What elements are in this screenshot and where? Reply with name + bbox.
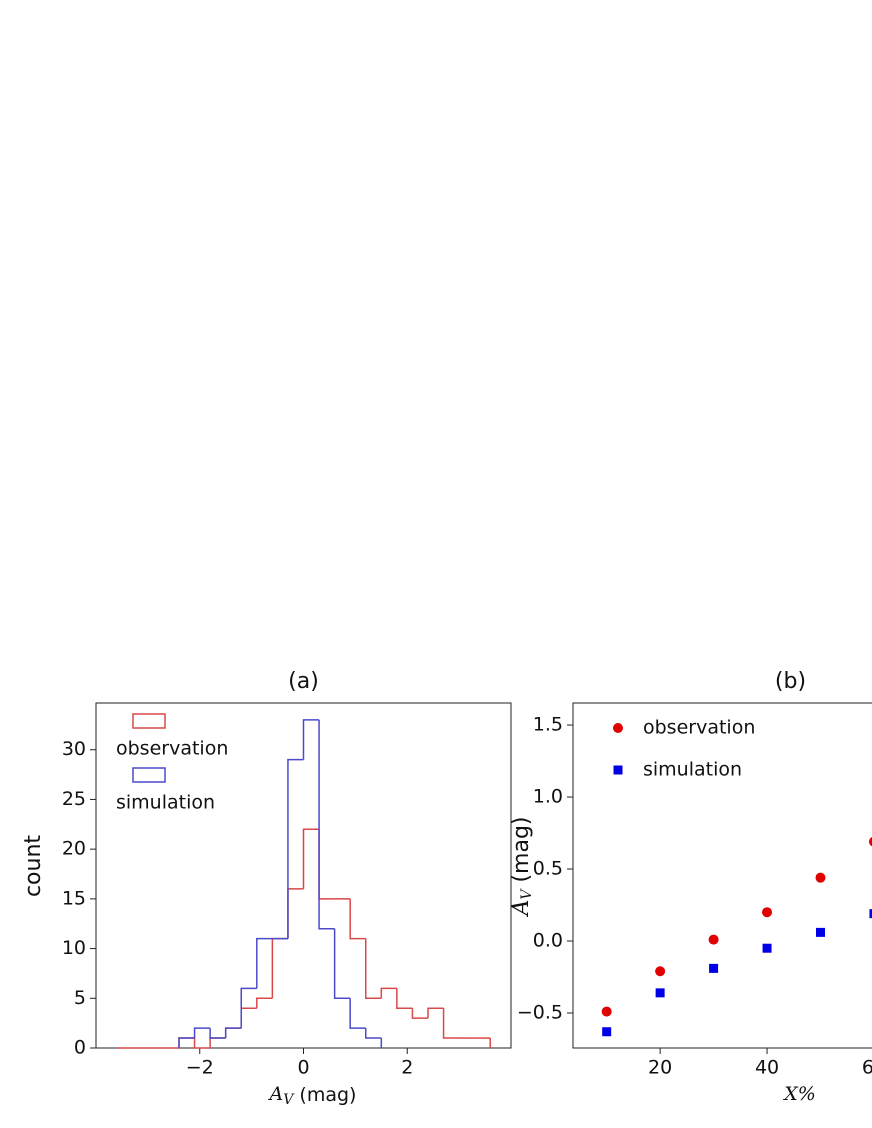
hist-step	[427, 1007, 444, 1019]
point	[655, 966, 666, 977]
chart-title: (a)	[288, 669, 319, 694]
legend-label: observation	[643, 717, 755, 739]
y-axis-label: count	[21, 835, 46, 897]
hist-step	[193, 1027, 211, 1039]
point	[762, 943, 772, 953]
x-tick-label: 0	[297, 1057, 309, 1079]
hist-step	[240, 987, 257, 1029]
y-axis-label: AV (mag)	[509, 816, 535, 917]
hist-step	[333, 928, 351, 1000]
hist-step	[396, 988, 413, 1009]
hist-step	[302, 719, 320, 760]
plot-frame	[572, 702, 872, 1049]
point	[601, 1006, 612, 1017]
hist-step	[365, 938, 382, 1000]
hist-step	[380, 987, 397, 999]
hist-step	[302, 828, 320, 889]
hist-step	[349, 998, 366, 1029]
hist-step	[209, 1028, 226, 1039]
x-tick-label: −2	[186, 1057, 214, 1079]
point	[709, 963, 719, 973]
y-tick-label: 25	[62, 788, 86, 810]
point	[815, 872, 826, 883]
point	[762, 907, 773, 918]
hist-step	[365, 1028, 382, 1039]
plot-frame	[95, 702, 512, 1049]
point	[708, 934, 719, 945]
y-tick-label: −0.5	[517, 1002, 563, 1024]
hist-step	[411, 1008, 428, 1019]
x-axis-label: X%	[782, 1083, 816, 1105]
hist-step	[318, 829, 335, 900]
x-tick-label: 60	[862, 1057, 872, 1079]
hist-step	[224, 1027, 242, 1039]
hist-step	[178, 1037, 195, 1048]
y-tick-label: 0.5	[533, 858, 563, 880]
hist-step	[349, 898, 366, 940]
legend-label: simulation	[643, 759, 742, 781]
legend-marker	[613, 723, 623, 733]
x-tick-label: 40	[755, 1057, 779, 1079]
hist-step	[209, 1037, 226, 1048]
hist-step	[240, 1007, 257, 1029]
y-tick-label: 1.5	[533, 714, 563, 736]
y-tick-label: 5	[74, 987, 86, 1009]
hist-step	[271, 937, 288, 999]
hist-step	[287, 758, 304, 939]
hist-step	[178, 1037, 195, 1048]
y-tick-label: 0.0	[533, 930, 563, 952]
point	[602, 1027, 612, 1037]
hist-step	[256, 997, 273, 1009]
hist-step	[287, 888, 304, 939]
hist-step	[193, 1038, 211, 1049]
point	[869, 909, 872, 919]
y-tick-label: 0	[74, 1037, 86, 1059]
x-tick-label: 20	[648, 1057, 672, 1079]
hist-step	[318, 719, 335, 930]
y-tick-label: 15	[62, 887, 86, 909]
x-tick-label: 2	[401, 1057, 413, 1079]
legend-swatch	[132, 767, 166, 783]
y-tick-label: 1.0	[533, 786, 563, 808]
point	[816, 927, 825, 937]
y-tick-label: 30	[62, 738, 86, 760]
legend-marker	[613, 765, 623, 775]
x-axis-label: AV (mag)	[268, 1083, 357, 1108]
y-tick-label: 20	[62, 838, 86, 860]
legend-swatch	[132, 713, 166, 729]
chart-title: (b)	[775, 669, 806, 694]
point	[655, 988, 665, 998]
hist-step	[256, 937, 273, 989]
legend-label: simulation	[116, 792, 215, 814]
point	[868, 837, 872, 847]
hist-step	[224, 1027, 242, 1039]
legend-label: observation	[116, 738, 228, 760]
y-tick-label: 10	[62, 937, 86, 959]
hist-step	[442, 1008, 460, 1039]
